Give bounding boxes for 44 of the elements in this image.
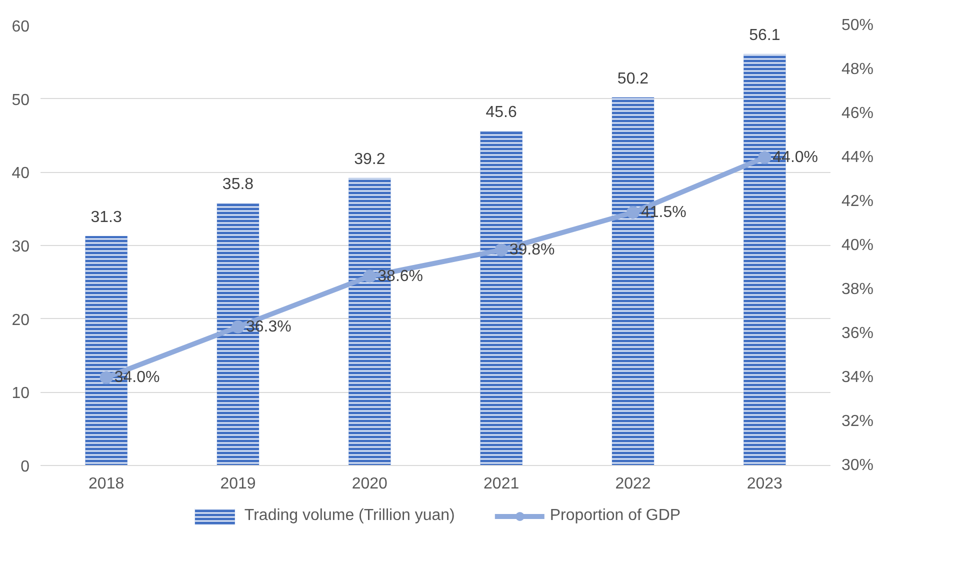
data-label: 34.0% <box>114 369 160 386</box>
data-label: 31.3 <box>90 208 122 226</box>
y-tick-label: 30 <box>12 238 30 256</box>
point <box>100 371 113 384</box>
y-tick-label: 60 <box>12 18 30 36</box>
y2-tick-label: 42% <box>842 193 874 210</box>
data-label: 45.6 <box>486 104 518 122</box>
point <box>494 243 508 256</box>
y-tick-label: 0 <box>20 458 30 476</box>
data-label: 35.8 <box>222 176 254 193</box>
y2-tick-label: 40% <box>842 237 874 254</box>
x-tick-label: 2019 <box>220 476 256 492</box>
y2-tick-label: 44% <box>842 149 874 166</box>
y2-tick-label: 30% <box>842 457 874 474</box>
legend-label: Trading volume (Trillion yuan) <box>244 507 455 525</box>
y2-tick-label: 34% <box>842 369 874 386</box>
y-tick-label: 10 <box>12 385 30 402</box>
y2-tick-label: 38% <box>842 281 874 298</box>
point <box>232 320 244 334</box>
data-label: 39.8% <box>509 241 555 258</box>
data-label: 56.1 <box>749 27 780 44</box>
x-tick-label: 2020 <box>352 476 388 492</box>
y-tick-label: 20 <box>12 312 30 329</box>
point <box>626 206 640 219</box>
y2-tick-label: 32% <box>842 413 874 430</box>
y-tick-label: 40 <box>12 165 30 182</box>
legend-label: Proportion of GDP <box>550 507 681 525</box>
data-label: 41.5% <box>641 204 686 221</box>
point <box>758 151 772 164</box>
point <box>363 270 376 283</box>
x-tick-label: 2022 <box>615 476 651 492</box>
data-label: 39.2 <box>354 151 386 168</box>
y2-tick-label: 50% <box>842 17 874 34</box>
data-label: 50.2 <box>617 70 649 88</box>
y-tick-label: 50 <box>12 92 30 109</box>
y2-tick-label: 46% <box>842 105 874 122</box>
x-tick-label: 2023 <box>746 476 783 492</box>
data-label: 38.6% <box>378 268 424 285</box>
x-tick-label: 2021 <box>484 476 520 492</box>
data-label: 36.3% <box>246 318 292 336</box>
data-label: 44.0% <box>772 149 818 166</box>
y2-tick-label: 48% <box>842 61 874 78</box>
y2-tick-label: 36% <box>842 325 874 342</box>
x-tick-label: 2018 <box>88 476 124 492</box>
